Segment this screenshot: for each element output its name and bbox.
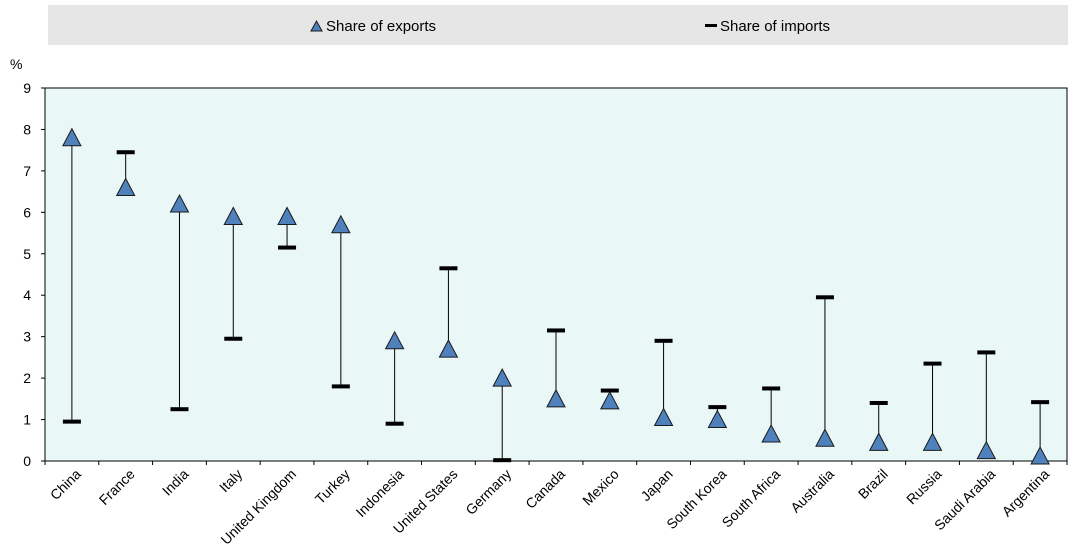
imports-series bbox=[62, 150, 1050, 463]
import-mark bbox=[869, 400, 888, 405]
export-marker bbox=[815, 428, 835, 447]
export-marker bbox=[922, 432, 943, 451]
x-tick-label: France bbox=[96, 466, 138, 508]
export-marker bbox=[115, 177, 136, 196]
import-mark bbox=[815, 295, 834, 300]
import-mark bbox=[493, 458, 512, 463]
export-marker bbox=[546, 388, 566, 408]
export-marker bbox=[761, 423, 781, 443]
export-marker bbox=[62, 127, 82, 147]
import-mark bbox=[654, 338, 673, 343]
export-marker bbox=[169, 193, 190, 213]
legend-bar bbox=[48, 5, 1068, 45]
x-tick-label: South Africa bbox=[719, 466, 784, 531]
export-marker bbox=[223, 206, 244, 225]
y-tick-label: 5 bbox=[23, 246, 31, 262]
import-mark bbox=[278, 245, 297, 250]
x-tick-label: Australia bbox=[787, 466, 837, 516]
x-tick-label: Germany bbox=[462, 466, 514, 518]
y-tick-label: 1 bbox=[23, 412, 31, 428]
export-marker bbox=[384, 330, 405, 350]
x-tick-label: India bbox=[159, 466, 192, 499]
import-mark bbox=[385, 421, 404, 426]
y-tick-label: 6 bbox=[23, 204, 31, 220]
legend-exports-marker bbox=[310, 19, 323, 32]
x-tick-label: Turkey bbox=[312, 466, 353, 507]
x-tick-label: Mexico bbox=[579, 466, 622, 509]
y-tick-label: 2 bbox=[23, 370, 31, 386]
x-tick-label: Indonesia bbox=[353, 466, 407, 520]
x-tick-label: China bbox=[47, 466, 84, 503]
y-axis: 0 1 2 3 4 5 6 7 8 9 bbox=[23, 80, 45, 469]
legend-imports-marker bbox=[705, 24, 717, 27]
import-mark bbox=[923, 361, 942, 366]
export-marker bbox=[868, 432, 889, 451]
import-mark bbox=[116, 150, 135, 155]
import-mark bbox=[762, 386, 781, 391]
x-tick-label: Italy bbox=[216, 466, 245, 495]
legend-exports-label: Share of exports bbox=[326, 18, 436, 35]
import-mark bbox=[224, 336, 243, 341]
export-marker bbox=[438, 339, 459, 358]
export-marker bbox=[1030, 445, 1050, 465]
y-tick-label: 3 bbox=[23, 329, 31, 345]
exports-series bbox=[62, 127, 1050, 465]
export-marker bbox=[492, 368, 513, 387]
y-unit-label: % bbox=[10, 56, 22, 72]
export-marker bbox=[331, 214, 351, 234]
x-tick-label: Russia bbox=[903, 466, 945, 508]
x-tick-label: Brazil bbox=[855, 466, 891, 502]
y-tick-label: 7 bbox=[23, 163, 31, 179]
x-tick-label: Canada bbox=[522, 466, 568, 512]
export-marker bbox=[976, 440, 997, 460]
import-mark bbox=[170, 407, 189, 412]
import-mark bbox=[977, 350, 996, 355]
range-lines bbox=[71, 137, 1041, 461]
export-marker bbox=[707, 409, 728, 429]
y-tick-label: 9 bbox=[23, 80, 31, 96]
import-mark bbox=[547, 328, 565, 333]
legend-imports-label: Share of imports bbox=[720, 18, 830, 35]
export-marker bbox=[277, 206, 297, 225]
x-tick-label: Argentina bbox=[999, 466, 1053, 520]
import-mark bbox=[331, 384, 350, 389]
x-tick-label: Japan bbox=[637, 466, 675, 504]
y-tick-label: 0 bbox=[23, 453, 31, 469]
export-marker bbox=[653, 407, 674, 426]
import-mark bbox=[708, 405, 727, 410]
import-mark bbox=[439, 266, 458, 271]
import-mark bbox=[1031, 400, 1050, 405]
import-mark bbox=[62, 419, 81, 424]
import-mark bbox=[600, 388, 619, 393]
y-tick-label: 4 bbox=[23, 287, 31, 303]
y-tick-label: 8 bbox=[23, 121, 31, 137]
export-marker bbox=[599, 390, 620, 410]
